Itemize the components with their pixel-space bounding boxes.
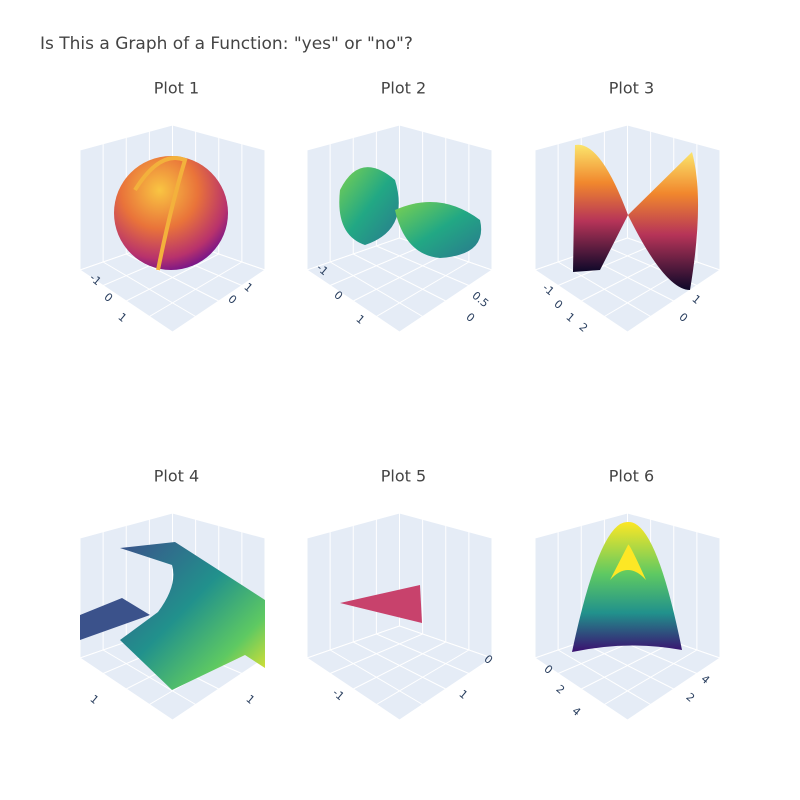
tick-label: 1: [243, 692, 257, 706]
grid-line: [353, 253, 446, 302]
floor: [305, 237, 494, 333]
tick-label: -1: [330, 686, 347, 703]
grid-line: [376, 261, 470, 317]
scene: [305, 512, 494, 721]
grid-line: [581, 641, 674, 690]
surface: [339, 167, 399, 245]
surface-ridge: [610, 544, 646, 580]
plot-title: Plot 1: [154, 79, 199, 98]
surfaces: [80, 144, 699, 690]
tick-label: 1: [115, 310, 129, 324]
tick-label: 0.5: [469, 289, 491, 310]
grid-line: [149, 261, 243, 317]
grid-line: [353, 641, 446, 690]
grid-line: [557, 649, 651, 705]
tick-label: 4: [569, 704, 583, 718]
grid-line: [329, 649, 423, 705]
surface: [572, 521, 682, 652]
tick-label: 2: [576, 320, 590, 334]
plot-title: Plot 3: [609, 79, 654, 98]
tick-label: 2: [553, 682, 567, 696]
floor: [78, 237, 267, 333]
surface: [395, 202, 482, 258]
tick-label: 4: [698, 672, 712, 686]
surface: [628, 152, 699, 290]
tick-label: 1: [563, 310, 577, 324]
tick-label: 0: [101, 290, 115, 304]
surface-ridge: [133, 156, 188, 271]
plot-title: Plot 6: [609, 467, 654, 486]
grid-line: [604, 649, 698, 705]
tick-label: 1: [456, 687, 470, 701]
surface: [120, 542, 265, 690]
grid-line: [376, 649, 470, 705]
tick-label: 2: [683, 690, 697, 704]
plot-title: Plot 4: [154, 467, 199, 486]
grid-line: [102, 649, 196, 705]
tick-label: 1: [87, 692, 101, 706]
plot-title: Plot 5: [381, 467, 426, 486]
tick-label: 1: [353, 312, 367, 326]
surface: [80, 598, 150, 640]
tick-label: 0: [463, 310, 477, 324]
tick-label: 0: [676, 310, 690, 324]
tick-label: -1: [540, 281, 557, 298]
floor: [305, 625, 494, 721]
grid-line: [102, 261, 196, 317]
surface: [340, 585, 422, 623]
tick-label: 1: [689, 292, 703, 306]
plot-title: Plot 2: [381, 79, 426, 98]
tick-label: 0: [551, 297, 565, 311]
figure-title: Is This a Graph of a Function: "yes" or …: [40, 34, 413, 54]
grid-line: [329, 261, 423, 317]
tick-label: 0: [331, 288, 345, 302]
surface: [573, 144, 628, 272]
